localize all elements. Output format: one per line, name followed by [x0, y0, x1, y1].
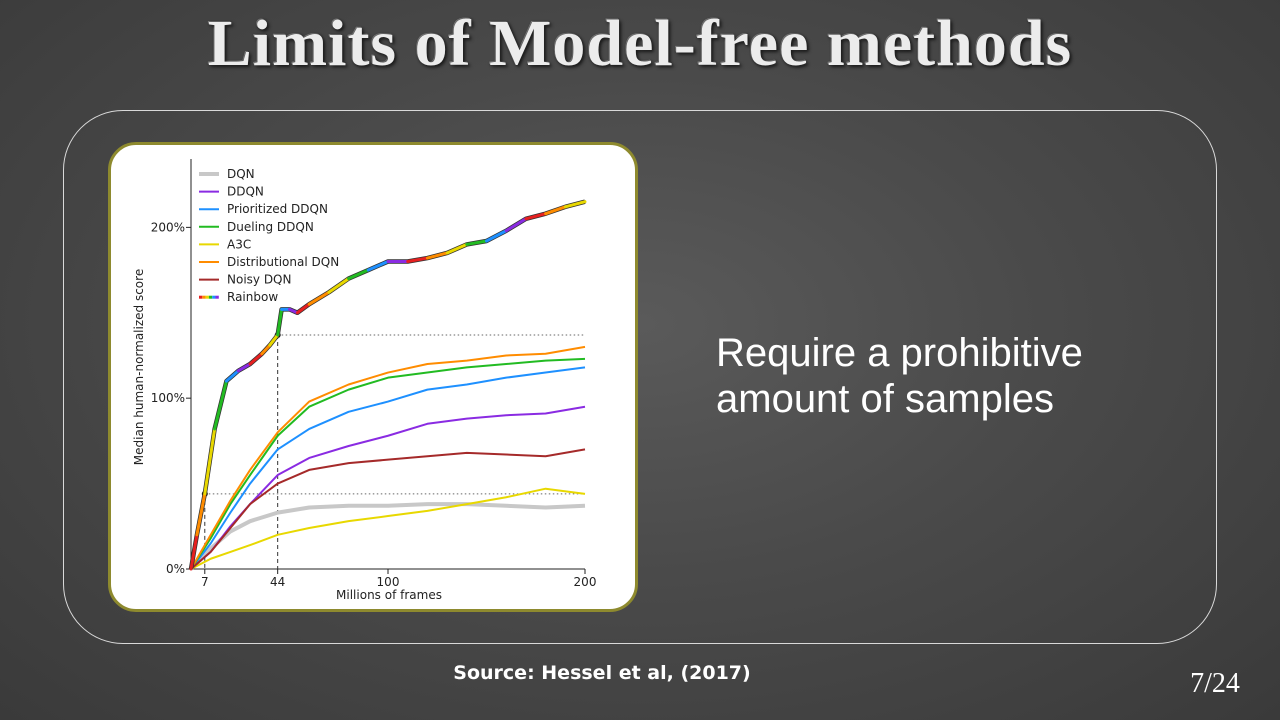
y-tick-label: 0% [166, 562, 185, 576]
slide-title: Limits of Model-free methods [207, 7, 1073, 80]
series-segment-rainbow [195, 492, 207, 537]
side-text: Require a prohibitive amount of samples [716, 330, 1196, 422]
chart-axes: 7 44 100 200 0% 100% 200% [151, 159, 597, 589]
series-segment-rainbow [307, 290, 331, 306]
series-segment-rainbow [347, 268, 370, 281]
line-chart: 7 44 100 200 0% 100% 200% DQN DDQN Prioritized D… [132, 159, 597, 602]
series-segment-rainbow [445, 242, 469, 255]
series-line-distributional-dqn [190, 345, 586, 570]
figure-frame: 7 44 100 200 0% 100% 200% DQN DDQN Prioritized D… [108, 142, 638, 612]
legend-label: Noisy DQN [227, 273, 291, 287]
series-line-noisy-dqn [190, 448, 586, 570]
series-line-ddqn [190, 405, 586, 570]
series-line-dueling-ddqn [190, 357, 586, 570]
series-segment-rainbow [524, 212, 548, 221]
x-axis-label: Millions of frames [336, 588, 442, 602]
series-line-dqn [189, 502, 586, 571]
series-layer [188, 199, 587, 571]
series-segment-rainbow [327, 277, 351, 294]
side-text-line-1: Require a prohibitive [716, 331, 1083, 375]
series-segment-rainbow [260, 343, 272, 356]
series-segment-rainbow [189, 533, 199, 571]
legend-label: Distributional DQN [227, 255, 339, 269]
series-segment-rainbow [295, 302, 311, 315]
x-tick-label: 200 [574, 575, 597, 589]
legend-label: A3C [227, 237, 251, 251]
legend-label: Dueling DDQN [227, 220, 314, 234]
x-tick-label: 100 [377, 575, 400, 589]
side-text-line-2: amount of samples [716, 377, 1054, 421]
legend-label: Prioritized DDQN [227, 202, 328, 216]
page-number: 7/24 [1190, 668, 1240, 699]
legend: DQN DDQN Prioritized DDQN Dueling DDQN A3C Di… [199, 167, 339, 304]
series-segment-rainbow [203, 427, 217, 496]
series-segment-rainbow [425, 251, 449, 260]
series-segment-rainbow [485, 229, 508, 243]
series-segment-rainbow [213, 379, 228, 431]
series-segment-rainbow [563, 200, 587, 209]
legend-label: DDQN [227, 185, 264, 199]
y-tick-label: 200% [151, 220, 185, 234]
legend-label: Rainbow [227, 290, 278, 304]
series-segment-rainbow [236, 362, 252, 373]
series-segment-rainbow [268, 333, 280, 347]
x-tick-label: 7 [201, 575, 209, 589]
source-caption: Source: Hessel et al, (2017) [453, 662, 751, 684]
legend-label: DQN [227, 167, 255, 181]
content-panel [63, 110, 1217, 644]
series-segment-rainbow [544, 205, 567, 216]
series-segment-rainbow [276, 307, 284, 337]
series-line-prioritized-ddqn [190, 366, 586, 570]
series-segment-rainbow [465, 239, 488, 246]
series-segment-rainbow [504, 217, 528, 233]
series-segment-rainbow [366, 260, 390, 272]
series-segment-rainbow [224, 369, 240, 383]
series-segment-rainbow [248, 352, 264, 366]
x-tick-label: 44 [270, 575, 285, 589]
series-line-a3c [190, 487, 586, 570]
series-segment-rainbow [406, 256, 429, 263]
y-axis-label: Median human-normalized score [132, 269, 146, 465]
reference-lines [201, 331, 585, 569]
y-tick-label: 100% [151, 391, 185, 405]
